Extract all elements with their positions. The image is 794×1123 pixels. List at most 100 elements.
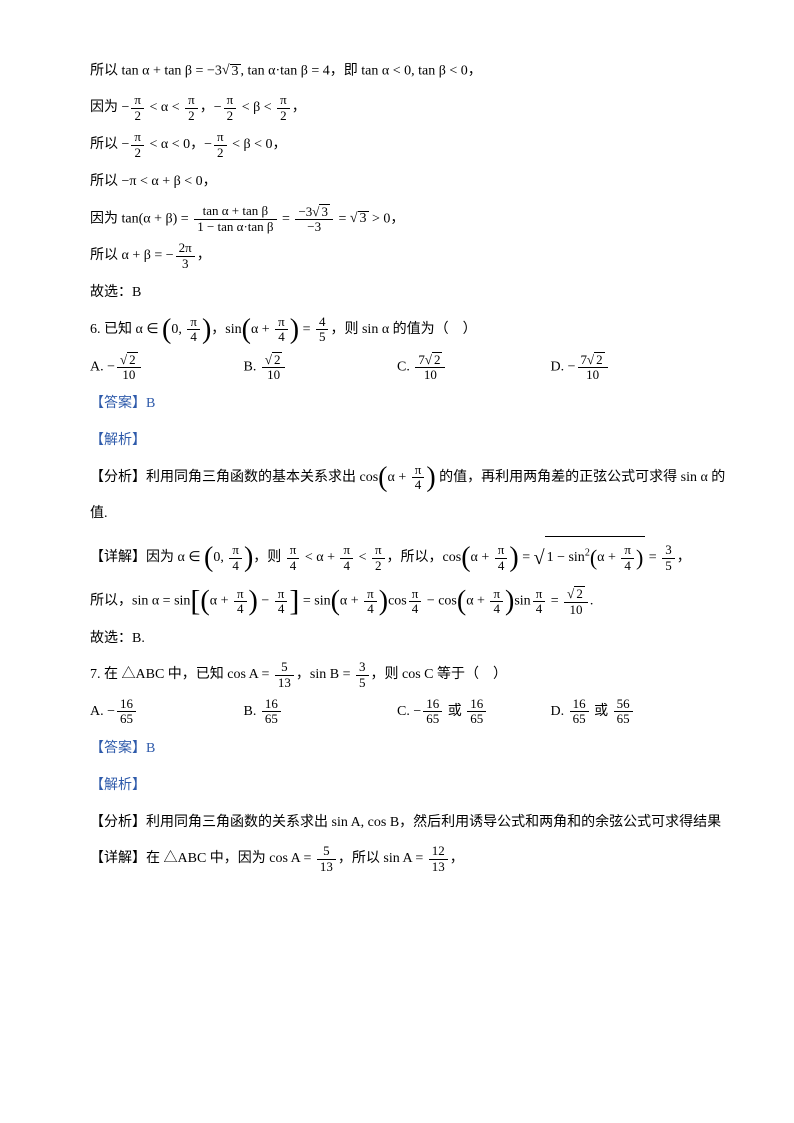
text: sin xyxy=(514,594,530,609)
text-line: 故选：B. xyxy=(90,624,704,655)
answer-label: 【答案】B xyxy=(90,734,704,765)
detail-text: 所以，sin α = sin[(α + π4) − π4] = sin(α + … xyxy=(90,586,704,617)
text: 因为 tan(α + β) = xyxy=(90,211,192,226)
sqrt: 3 xyxy=(230,64,241,79)
text: < β < xyxy=(238,100,275,115)
text-line: 所以 −π2 < α < 0，−π2 < β < 0， xyxy=(90,130,704,161)
q6-options: A. −√210 B. √210 C. 7√210 D. −7√210 xyxy=(90,352,704,383)
option-b: B. 1665 xyxy=(244,697,398,728)
text: = sin xyxy=(299,594,330,609)
fraction: π2 xyxy=(185,93,198,123)
text: α + xyxy=(340,594,362,609)
option-c: C. −1665 或 1665 xyxy=(397,697,551,728)
option-d: D. −7√210 xyxy=(551,352,705,383)
text: ， xyxy=(197,248,211,263)
text: < α < xyxy=(146,100,183,115)
text: α + xyxy=(471,550,493,565)
option-a: A. −√210 xyxy=(90,352,244,383)
text: 0, xyxy=(171,322,185,337)
text: 故选：B xyxy=(90,285,141,300)
text: ，所以，cos xyxy=(387,550,462,565)
text: − cos xyxy=(423,594,457,609)
fraction: 45 xyxy=(316,315,329,345)
fraction: π4 xyxy=(412,463,425,493)
fraction: π2 xyxy=(131,130,144,160)
option-a: A. −1665 xyxy=(90,697,244,728)
text: 所以 −π < α + β < 0， xyxy=(90,174,217,189)
question-7: 7. 在 △ABC 中，已知 cos A = 513，sin B = 35，则 … xyxy=(90,660,704,691)
text: ， xyxy=(677,550,691,565)
text-line: 所以 α + β = −2π3， xyxy=(90,241,704,272)
text: 所以 − xyxy=(90,137,129,152)
text: ，所以 sin A = xyxy=(338,851,427,866)
text-line: 所以 −π < α + β < 0， xyxy=(90,167,704,198)
analysis-label: 【解析】 xyxy=(90,426,704,457)
text: = xyxy=(335,211,350,226)
text: ，则 cos C 等于（ ） xyxy=(371,667,508,682)
text: ，− xyxy=(200,100,222,115)
option-c: C. 7√210 xyxy=(397,352,551,383)
text-line: 因为 −π2 < α < π2，−π2 < β < π2， xyxy=(90,93,704,124)
text: 【详解】因为 α ∈ xyxy=(90,550,204,565)
text: 所以，sin α = sin xyxy=(90,594,190,609)
text: < α < 0，− xyxy=(146,137,212,152)
option-d: D. 1665 或 5665 xyxy=(551,697,705,728)
text: , tan α·tan β = 4，即 tan α < 0, tan β < 0… xyxy=(241,64,482,79)
text: α + xyxy=(210,594,232,609)
text: ，sin xyxy=(211,322,241,337)
q7-options: A. −1665 B. 1665 C. −1665 或 1665 D. 1665… xyxy=(90,697,704,728)
fraction: π2 xyxy=(277,93,290,123)
option-b: B. √210 xyxy=(244,352,398,383)
answer-label: 【答案】B xyxy=(90,389,704,420)
text: 所以 α + β = − xyxy=(90,248,174,263)
analysis-text: 【分析】利用同角三角函数的关系求出 sin A, cos B，然后利用诱导公式和… xyxy=(90,808,704,839)
fraction: π4 xyxy=(187,315,200,345)
text: 0, xyxy=(213,550,227,565)
text: 6. 已知 α ∈ xyxy=(90,322,162,337)
text-line: 因为 tan(α + β) = tan α + tan β1 − tan α·t… xyxy=(90,204,704,235)
text: = xyxy=(547,594,562,609)
text: 【详解】在 △ABC 中，因为 cos A = xyxy=(90,851,315,866)
text: . xyxy=(590,594,594,609)
text: ，则 sin α 的值为（ ） xyxy=(330,322,476,337)
fraction: −3√3−3 xyxy=(295,204,332,235)
detail-text: 【详解】在 △ABC 中，因为 cos A = 513，所以 sin A = 1… xyxy=(90,844,704,875)
text: ，sin B = xyxy=(296,667,354,682)
fraction: π2 xyxy=(224,93,237,123)
detail-text: 【详解】因为 α ∈ (0, π4)，则 π4 < α + π4 < π2，所以… xyxy=(90,536,704,580)
text: ， xyxy=(450,851,464,866)
text: 因为 − xyxy=(90,100,129,115)
text: ，则 xyxy=(253,550,285,565)
question-6: 6. 已知 α ∈ (0, π4)，sin(α + π4) = 45，则 sin… xyxy=(90,315,704,346)
text-line: 所以 tan α + tan β = −3√3, tan α·tan β = 4… xyxy=(90,56,704,87)
text: < xyxy=(355,550,370,565)
analysis-text: 值. xyxy=(90,499,704,530)
text: 7. 在 △ABC 中，已知 cos A = xyxy=(90,667,273,682)
fraction: 2π3 xyxy=(176,241,195,271)
text: > 0， xyxy=(369,211,405,226)
text: < β < 0， xyxy=(229,137,287,152)
text: = xyxy=(519,550,534,565)
text: 所以 tan α + tan β = −3 xyxy=(90,64,222,79)
fraction: tan α + tan β1 − tan α·tan β xyxy=(194,204,276,234)
text: α + xyxy=(251,322,273,337)
text: 【分析】利用同角三角函数的基本关系求出 cos xyxy=(90,470,378,485)
text: ， xyxy=(292,100,306,115)
text: α + xyxy=(388,470,410,485)
text: − xyxy=(258,594,273,609)
text: 的值，再利用两角差的正弦公式可求得 sin α 的 xyxy=(436,470,726,485)
text: = xyxy=(279,211,294,226)
fraction: π4 xyxy=(275,315,288,345)
text: < α + xyxy=(301,550,338,565)
text: = xyxy=(645,550,660,565)
analysis-label: 【解析】 xyxy=(90,771,704,802)
text-line: 故选：B xyxy=(90,278,704,309)
page-content: 所以 tan α + tan β = −3√3, tan α·tan β = 4… xyxy=(0,0,794,921)
sqrt: 3 xyxy=(358,211,369,226)
text: = xyxy=(299,322,314,337)
fraction: π2 xyxy=(214,130,227,160)
fraction: π2 xyxy=(131,93,144,123)
text: α + xyxy=(466,594,488,609)
text: cos xyxy=(388,594,407,609)
analysis-text: 【分析】利用同角三角函数的基本关系求出 cos(α + π4) 的值，再利用两角… xyxy=(90,463,704,494)
